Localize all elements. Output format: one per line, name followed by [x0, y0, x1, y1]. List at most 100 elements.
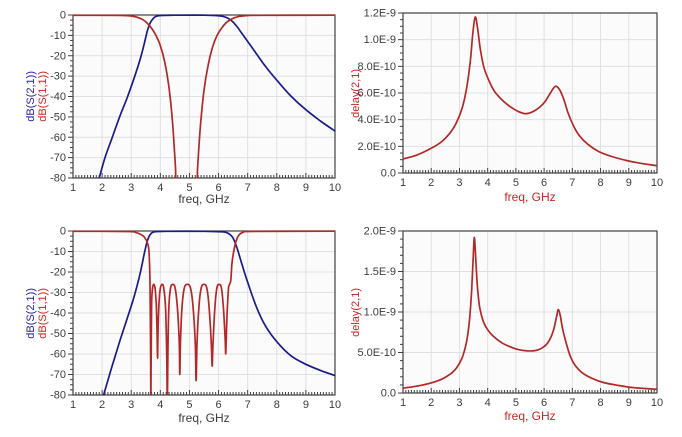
y-tick-label: -60 [50, 349, 66, 361]
x-tick-label: 5 [513, 177, 519, 189]
series-path-1 [72, 14, 336, 179]
y-tick-label: 1.2E-9 [364, 8, 396, 20]
grid-lines [402, 12, 658, 174]
y-tick-label: 6.0E-10 [357, 88, 396, 100]
x-axis-label: freq, GHz [178, 411, 230, 425]
y-tick-label: 2.0E-9 [364, 226, 396, 238]
series-path-1 [72, 230, 336, 396]
x-tick-label: 3 [128, 182, 134, 194]
x-tick-label: 4 [485, 177, 491, 189]
y-tick-label: 8.0E-10 [357, 61, 396, 73]
x-tick-label: 2 [428, 177, 434, 189]
y-tick-label: -30 [50, 287, 66, 299]
y-tick-label: 1.0E-9 [364, 307, 396, 319]
x-tick-label: 8 [597, 397, 603, 409]
x-tick-label: 1 [400, 397, 406, 409]
x-tick-label: 8 [274, 399, 280, 411]
x-tick-label: 9 [303, 399, 309, 411]
minor-tick-marks [400, 238, 655, 393]
x-tick-label: 7 [245, 182, 251, 194]
y-tick-label: 1.0E-9 [364, 34, 396, 46]
chart-sparams-filter2: dB(S(2,1)) dB(S(1,1)) 1 2 3 4 5 6 7 8 9 10 0 -10 -20… [0, 218, 341, 437]
x-tick-labels: 1 2 3 4 5 6 7 8 9 10 [400, 177, 663, 189]
series-group [72, 230, 336, 396]
y-tick-label: -10 [50, 246, 66, 258]
y-tick-label: 4.0E-10 [357, 114, 396, 126]
x-tick-label: 5 [186, 399, 192, 411]
x-tick-label: 3 [456, 397, 462, 409]
axis-frame [402, 12, 658, 174]
y-tick-label: 5.0E-10 [357, 347, 396, 359]
x-tick-label: 6 [215, 182, 221, 194]
y-tick-label: 2.0E-10 [357, 141, 396, 153]
y-tick-label: -20 [50, 267, 66, 279]
series-path-0 [102, 230, 336, 396]
x-tick-labels: 1 2 3 4 5 6 7 8 9 10 [70, 182, 341, 194]
x-tick-labels: 1 2 3 4 5 6 7 8 9 10 [70, 399, 341, 411]
x-tick-label: 6 [541, 177, 547, 189]
x-tick-label: 9 [626, 177, 632, 189]
x-tick-label: 4 [157, 182, 163, 194]
series-path-0 [402, 16, 658, 167]
x-tick-label: 2 [99, 182, 105, 194]
y-tick-label: -50 [50, 328, 66, 340]
x-tick-label: 5 [186, 182, 192, 194]
x-tick-label: 1 [70, 182, 76, 194]
y-tick-label: 0 [60, 10, 66, 22]
y-tick-label: -10 [50, 30, 66, 42]
y-tick-label: -40 [50, 308, 66, 320]
y-tick-label: -60 [50, 132, 66, 144]
y-tick-label: -70 [50, 152, 66, 164]
x-tick-label: 9 [303, 182, 309, 194]
y-tick-label: -30 [50, 71, 66, 83]
x-tick-label: 3 [128, 399, 134, 411]
x-axis-label: freq, GHz [504, 190, 556, 204]
series-group [72, 14, 336, 179]
major-tick-marks [68, 14, 336, 179]
plot-area-sparams-filter1: 1 2 3 4 5 6 7 8 9 10 0 -10 -20 -30 -40 -50 -60 -70 -80 [50, 10, 341, 195]
x-tick-label: 7 [569, 397, 575, 409]
x-tick-label: 7 [245, 399, 251, 411]
y-tick-label: 0.0 [381, 388, 396, 400]
axis-frame [402, 230, 658, 394]
y-tick-label: -80 [50, 173, 66, 185]
plot-area-sparams-filter2: 1 2 3 4 5 6 7 8 9 10 0 -10 -20 -30 -40 -50 -60 -70 -80 [50, 226, 341, 412]
y-tick-label: -80 [50, 390, 66, 402]
x-tick-label: 3 [456, 177, 462, 189]
plot-area-delay-filter2: 1 2 3 4 5 6 7 8 9 10 2.0E-9 1.5E-9 1.0E-9 5.0E-10 0.0 [357, 226, 663, 410]
y-tick-labels: 1.2E-9 1.0E-9 8.0E-10 6.0E-10 4.0E-10 2.0E-10… [357, 8, 396, 180]
x-tick-label: 6 [215, 399, 221, 411]
y-tick-label: -40 [50, 91, 66, 103]
y-tick-labels: 0 -10 -20 -30 -40 -50 -60 -70 -80 [50, 10, 66, 185]
x-axis-label: freq, GHz [178, 192, 230, 206]
series-group [402, 236, 658, 391]
x-tick-label: 9 [626, 397, 632, 409]
y-tick-label: 1.5E-9 [364, 266, 396, 278]
y-tick-label: 0 [60, 226, 66, 238]
x-tick-label: 4 [157, 399, 163, 411]
y-tick-label: -20 [50, 50, 66, 62]
x-tick-label: 4 [485, 397, 491, 409]
major-tick-marks [68, 230, 336, 396]
y-tick-labels: 2.0E-9 1.5E-9 1.0E-9 5.0E-10 0.0 [357, 226, 396, 400]
series-path-0 [402, 236, 658, 391]
x-tick-label: 7 [569, 177, 575, 189]
y-tick-label: -50 [50, 111, 66, 123]
x-tick-label: 10 [651, 177, 663, 189]
chart-delay-filter2: delay(2,1) 1 2 3 4 5 6 7 8 9 10 2.0E-9 1.5E-9 1.0E-9… [341, 218, 682, 437]
x-tick-label: 1 [400, 177, 406, 189]
x-tick-label: 10 [329, 399, 341, 411]
x-tick-label: 10 [651, 397, 663, 409]
series-path-0 [98, 14, 336, 179]
x-tick-label: 1 [70, 399, 76, 411]
chart-delay-filter1: delay(2,1) 1 2 3 4 5 6 7 8 9 10 1.2E-9 1.0E-9 8.0E-1… [341, 0, 682, 218]
chart-sparams-filter1: dB(S(2,1)) dB(S(1,1)) 1 2 3 4 5 6 7 8 9 10 0 -10 -20… [0, 0, 341, 218]
y-tick-label: 0.0 [381, 168, 396, 180]
y-tick-label: -70 [50, 369, 66, 381]
x-tick-label: 2 [428, 397, 434, 409]
x-tick-label: 8 [274, 182, 280, 194]
x-tick-label: 10 [329, 182, 341, 194]
x-tick-labels: 1 2 3 4 5 6 7 8 9 10 [400, 397, 663, 409]
x-tick-label: 6 [541, 397, 547, 409]
